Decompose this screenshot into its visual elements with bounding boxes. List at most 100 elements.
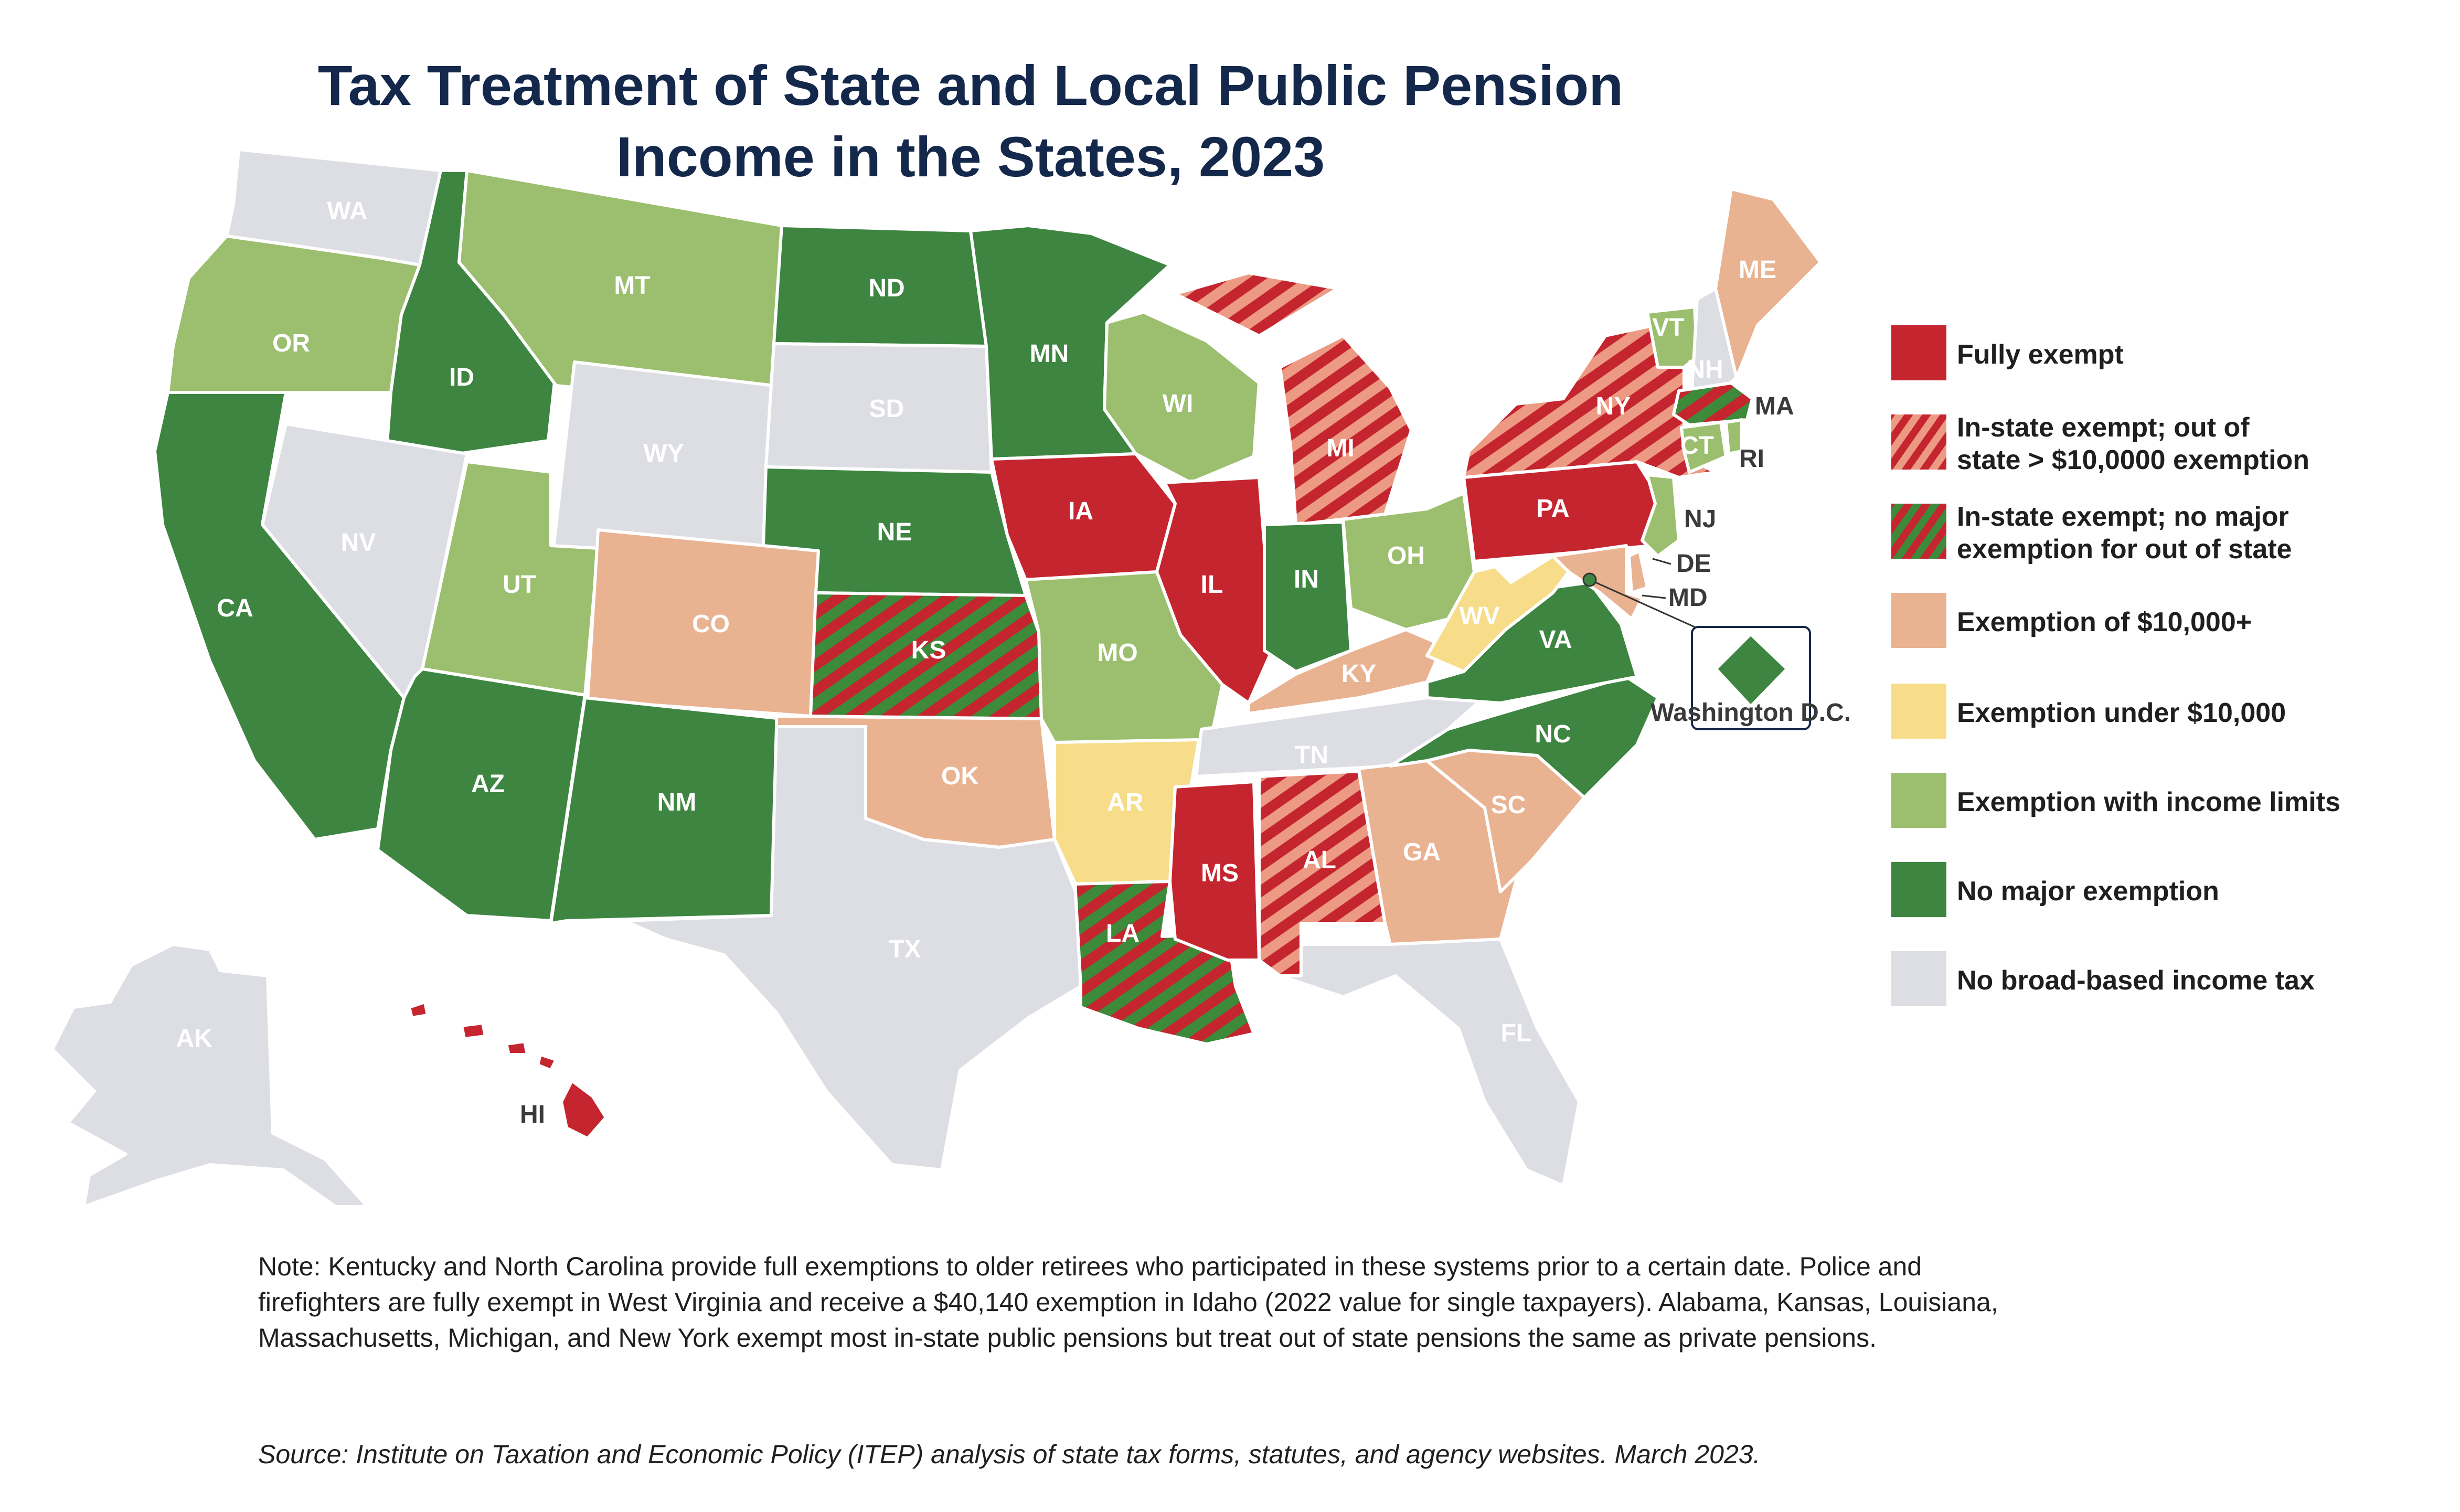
state-TX[interactable] bbox=[623, 725, 1082, 1172]
dc-marker bbox=[1582, 572, 1597, 587]
label-MS: MS bbox=[1201, 859, 1239, 887]
legend-label-no-income-tax: No broad-based income tax bbox=[1957, 965, 2315, 996]
state-DC[interactable] bbox=[1715, 633, 1788, 707]
label-SC: SC bbox=[1491, 791, 1526, 819]
state-WI[interactable] bbox=[1103, 311, 1261, 484]
state-IL[interactable] bbox=[1155, 476, 1271, 705]
legend-swatch-income-limits bbox=[1891, 773, 1946, 828]
us-map: Washington D.C. WA OR CA ID NV MT WY UT … bbox=[51, 150, 1851, 1208]
label-GA: GA bbox=[1403, 838, 1441, 866]
legend-swatch-instate-none bbox=[1891, 504, 1946, 559]
title-line-1: Tax Treatment of State and Local Public … bbox=[317, 54, 1624, 117]
label-CA: CA bbox=[217, 594, 253, 622]
legend-swatch-no-income-tax bbox=[1891, 951, 1946, 1006]
label-CT: CT bbox=[1680, 432, 1714, 460]
label-LA: LA bbox=[1106, 920, 1140, 947]
dc-inset: Washington D.C. bbox=[1582, 572, 1851, 730]
label-NV: NV bbox=[341, 529, 376, 557]
label-AK: AK bbox=[176, 1025, 212, 1052]
footnote: Note: Kentucky and North Carolina provid… bbox=[258, 1252, 1998, 1353]
legend-label-instate-none-line1: In-state exempt; no major bbox=[1957, 502, 2289, 532]
state-labels: WA OR CA ID NV MT WY UT AZ CO NM ND SD N… bbox=[176, 197, 1794, 1128]
label-OK: OK bbox=[941, 762, 979, 790]
de-leader-line bbox=[1652, 558, 1671, 565]
label-NM: NM bbox=[657, 789, 697, 816]
legend-swatch-instate-10k bbox=[1891, 414, 1946, 470]
label-ID: ID bbox=[449, 364, 474, 391]
title-line-2: Income in the States, 2023 bbox=[616, 125, 1325, 188]
legend-label-instate-none-line2: exemption for out of state bbox=[1957, 534, 2292, 565]
label-TN: TN bbox=[1295, 741, 1328, 769]
label-KY: KY bbox=[1341, 660, 1377, 688]
label-CO: CO bbox=[692, 610, 730, 638]
legend-label-no-major: No major exemption bbox=[1957, 876, 2219, 907]
state-LA[interactable] bbox=[1074, 880, 1255, 1046]
label-NY: NY bbox=[1596, 392, 1631, 420]
label-MI: MI bbox=[1326, 434, 1354, 462]
label-IN: IN bbox=[1294, 566, 1319, 593]
legend-swatch-exempt-under-10000 bbox=[1891, 684, 1946, 739]
label-IA: IA bbox=[1068, 497, 1093, 525]
label-DE: DE bbox=[1676, 550, 1711, 578]
state-NC[interactable] bbox=[1389, 675, 1659, 799]
label-UT: UT bbox=[503, 571, 536, 599]
label-WA: WA bbox=[327, 197, 367, 225]
legend-label-instate-10k-line1: In-state exempt; out of bbox=[1957, 412, 2250, 443]
legend-label-instate-10k: In-state exempt; out of state > $10,0000… bbox=[1957, 411, 2309, 476]
source-citation: Source: Institute on Taxation and Econom… bbox=[258, 1440, 1761, 1469]
label-AR: AR bbox=[1107, 789, 1143, 816]
label-WV: WV bbox=[1459, 602, 1499, 630]
label-IL: IL bbox=[1201, 571, 1223, 599]
label-NJ: NJ bbox=[1684, 505, 1716, 533]
state-ME[interactable] bbox=[1714, 187, 1822, 379]
legend-label-exempt-under-10000: Exemption under $10,000 bbox=[1957, 698, 2286, 728]
state-MS[interactable] bbox=[1168, 780, 1261, 962]
label-RI: RI bbox=[1739, 445, 1764, 473]
legend-label-fully-exempt: Fully exempt bbox=[1957, 339, 2124, 370]
state-MA[interactable] bbox=[1672, 381, 1754, 427]
label-KS: KS bbox=[911, 636, 946, 664]
label-WI: WI bbox=[1163, 390, 1194, 418]
label-ND: ND bbox=[868, 274, 904, 302]
state-VT[interactable] bbox=[1646, 305, 1699, 369]
state-HI[interactable] bbox=[408, 1000, 608, 1140]
label-AL: AL bbox=[1303, 846, 1336, 874]
state-FL[interactable] bbox=[1279, 938, 1581, 1187]
state-NJ[interactable] bbox=[1641, 473, 1680, 558]
label-PA: PA bbox=[1536, 495, 1569, 523]
legend-label-instate-10k-line2: state > $10,0000 exemption bbox=[1957, 445, 2310, 475]
label-NC: NC bbox=[1535, 720, 1571, 748]
label-MT: MT bbox=[614, 272, 650, 300]
label-NE: NE bbox=[877, 518, 912, 546]
label-MD: MD bbox=[1668, 584, 1708, 612]
map-title: Tax Treatment of State and Local Public … bbox=[0, 50, 1941, 193]
dc-label: Washington D.C. bbox=[1650, 699, 1851, 727]
legend-label-instate-none: In-state exempt; no major exemption for … bbox=[1957, 501, 2292, 566]
label-VA: VA bbox=[1539, 626, 1572, 654]
label-MN: MN bbox=[1030, 340, 1069, 368]
legend-label-exempt-10000-plus: Exemption of $10,000+ bbox=[1957, 607, 2252, 637]
label-ME: ME bbox=[1739, 256, 1776, 284]
state-AK[interactable] bbox=[51, 943, 369, 1208]
state-RI[interactable] bbox=[1724, 418, 1743, 455]
label-VT: VT bbox=[1652, 314, 1684, 342]
state-MD[interactable] bbox=[1551, 544, 1644, 621]
label-SD: SD bbox=[869, 395, 904, 423]
state-OR[interactable] bbox=[166, 235, 421, 394]
label-TX: TX bbox=[889, 935, 921, 963]
state-DE[interactable] bbox=[1627, 549, 1649, 594]
label-HI: HI bbox=[520, 1101, 545, 1128]
state-MI[interactable] bbox=[1174, 271, 1413, 526]
label-OH: OH bbox=[1387, 542, 1425, 570]
label-NH: NH bbox=[1687, 356, 1723, 384]
state-IN[interactable] bbox=[1263, 520, 1353, 673]
label-WY: WY bbox=[643, 440, 684, 467]
legend-swatch-fully-exempt bbox=[1891, 325, 1946, 380]
label-FL: FL bbox=[1501, 1019, 1532, 1047]
legend-swatch-no-major bbox=[1891, 862, 1946, 917]
state-CT[interactable] bbox=[1680, 421, 1728, 474]
label-AZ: AZ bbox=[471, 770, 505, 798]
legend-swatch-exempt-10000-plus bbox=[1891, 593, 1946, 648]
label-OR: OR bbox=[272, 329, 310, 357]
legend-label-income-limits: Exemption with income limits bbox=[1957, 787, 2340, 817]
